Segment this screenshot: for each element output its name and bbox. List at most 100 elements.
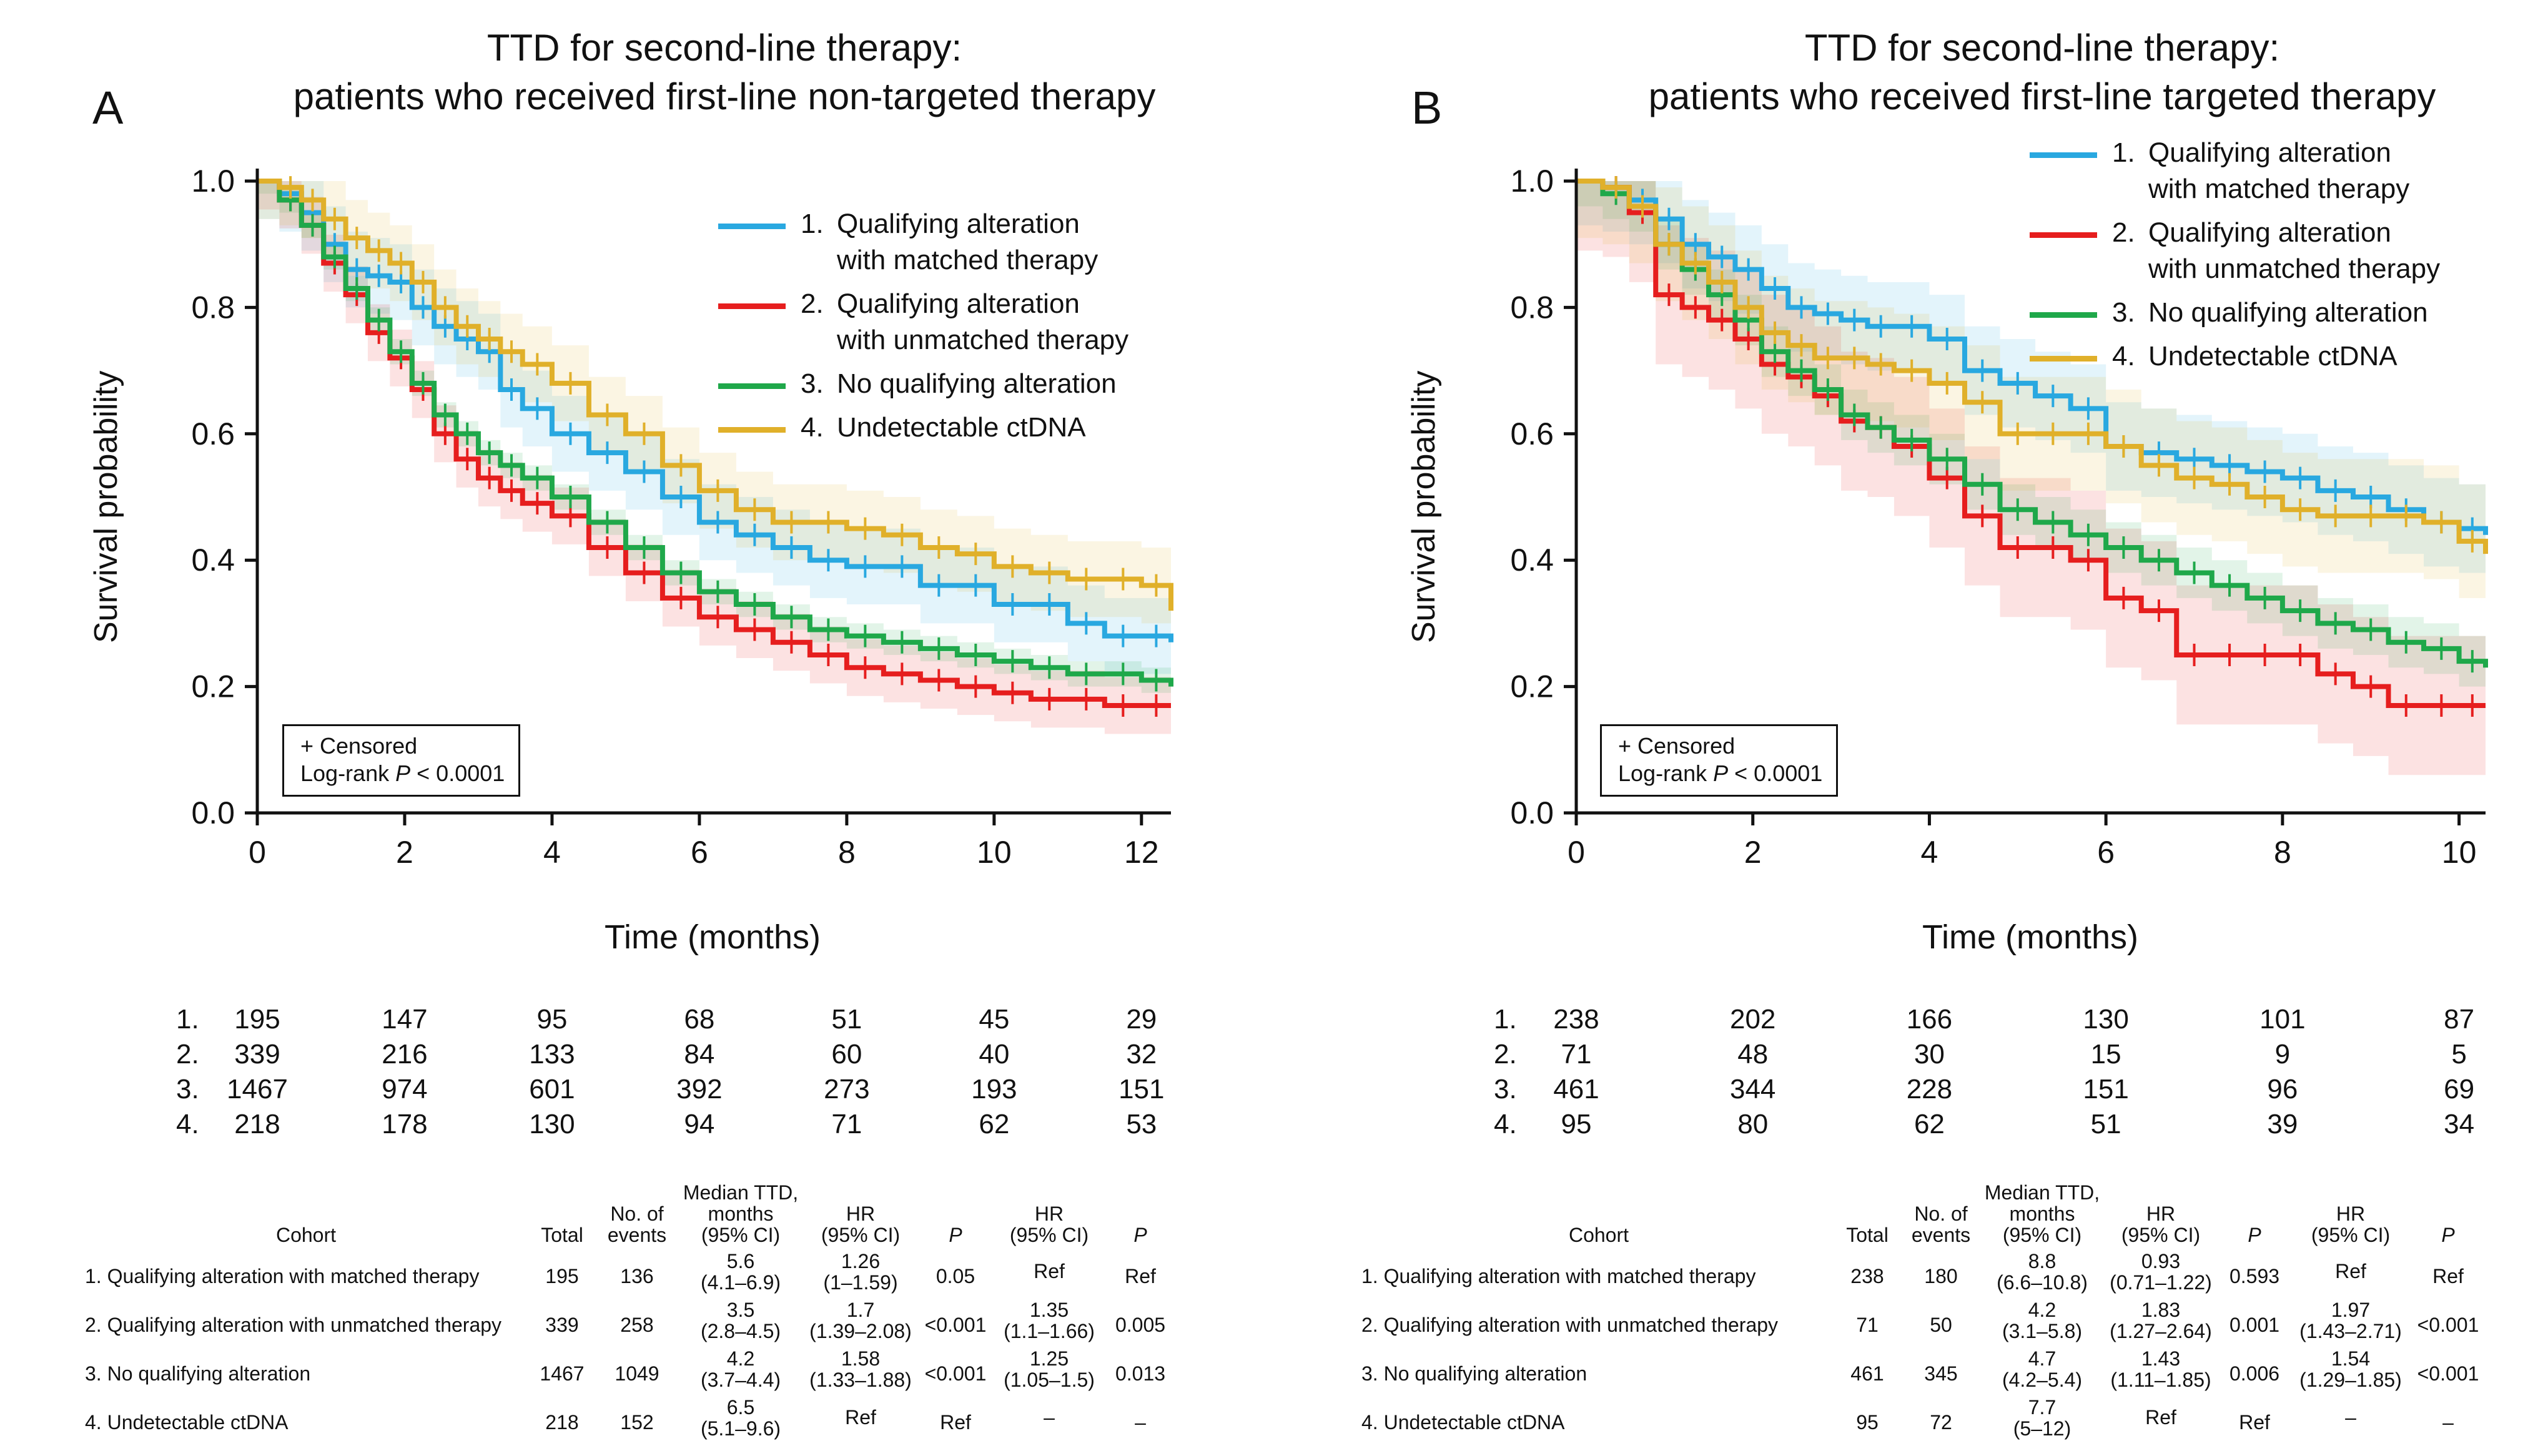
annotation-box: + Censored Log-rank P < 0.0001 [282, 724, 521, 797]
censor-mark [1938, 328, 1956, 350]
censor-mark [503, 479, 521, 502]
censor-mark [1938, 466, 1956, 489]
risk-count: 195 [234, 1004, 280, 1035]
censored-note: + Censored [300, 733, 418, 759]
legend-label: Qualifying alteration [2148, 137, 2391, 168]
title-line-2: patients who received first-line non-tar… [293, 76, 1156, 117]
risk-count: 15 [2090, 1039, 2121, 1070]
legend-item-3: 3. No qualifying alteration [2030, 295, 2440, 331]
risk-count: 178 [382, 1109, 428, 1139]
censor-mark [503, 454, 521, 477]
censor-mark [2362, 486, 2380, 508]
x-tick-label: 8 [2274, 835, 2291, 870]
censor-mark [1077, 662, 1095, 686]
cohort-median-ci: (5–12) [2013, 1417, 2071, 1440]
risk-row-4: 4. 218 178 130 94 71 62 53 [0, 1109, 1272, 1144]
cohort-hr-ci: (1.11–1.85) [2110, 1369, 2211, 1391]
censor-mark [1114, 568, 1132, 591]
header-median: (95% CI) [2002, 1224, 2082, 1246]
censor-mark [2326, 612, 2344, 635]
risk-count: 101 [2259, 1004, 2306, 1035]
cohort-events: 180 [1924, 1265, 1958, 1287]
cohort-events: 152 [620, 1411, 654, 1434]
risk-row-1: 1. 238 202 166 130 101 87 [1318, 1004, 2543, 1039]
legend-label: Qualifying alteration [837, 288, 1080, 319]
risk-count: 166 [1906, 1004, 1953, 1035]
x-tick-label: 10 [2442, 835, 2477, 870]
censor-mark [783, 606, 801, 629]
cohort-hr: 0.93 [2141, 1250, 2181, 1272]
logrank-note: Log-rank P < 0.0001 [300, 760, 505, 787]
censor-mark [561, 486, 580, 508]
cohort-median: 8.8 [2028, 1250, 2057, 1272]
cohort-name: 1. Qualifying alteration with matched th… [1361, 1265, 1756, 1287]
panel-letter: B [1411, 82, 1443, 134]
censor-mark [819, 618, 837, 641]
censor-mark [893, 555, 911, 578]
censor-mark [2079, 523, 2097, 546]
censor-mark [436, 403, 454, 426]
censor-mark [392, 252, 410, 275]
censor-mark [746, 498, 764, 521]
censor-mark [2362, 504, 2380, 528]
censor-mark [2221, 644, 2239, 666]
censor-mark [2256, 644, 2274, 666]
risk-count: 60 [831, 1039, 862, 1070]
cohort-median-ci: (4.1–6.9) [700, 1271, 781, 1294]
cohort-row: 2. Qualifying alteration with unmatched … [0, 1300, 1272, 1354]
censor-mark [819, 644, 837, 666]
censor-mark [2221, 454, 2239, 477]
censor-mark [370, 264, 388, 287]
header-cohort: Cohort [1568, 1224, 1629, 1246]
risk-count: 601 [529, 1074, 575, 1104]
risk-count: 133 [529, 1039, 575, 1070]
cohort-name: 3. No qualifying alteration [1361, 1362, 1588, 1385]
risk-count: 9 [2274, 1039, 2291, 1070]
censor-mark [2463, 650, 2481, 673]
censor-mark [561, 371, 580, 395]
censor-mark [1713, 245, 1731, 268]
legend-number: 3. [2112, 297, 2135, 328]
cohort-hr: 1.58 [841, 1347, 881, 1370]
censor-mark [819, 549, 837, 572]
censor-mark [967, 675, 985, 698]
censor-mark [370, 239, 388, 262]
risk-count: 53 [1126, 1109, 1157, 1139]
censor-mark [598, 536, 616, 559]
cohort-p2: Ref [2432, 1265, 2464, 1287]
censor-marks-4 [282, 176, 1165, 597]
cohort-median: 4.2 [726, 1347, 755, 1370]
logrank-note: Log-rank P < 0.0001 [1618, 760, 1822, 787]
censor-mark [2044, 511, 2062, 534]
censor-mark [1819, 378, 1837, 401]
cohort-hr2: 1.54 [2331, 1347, 2371, 1370]
cohort-total: 339 [545, 1314, 579, 1336]
cohort-name: 3. No qualifying alteration [85, 1362, 311, 1385]
cohort-p: 0.001 [2229, 1314, 2280, 1336]
risk-count: 5 [2451, 1039, 2467, 1070]
cohort-hr2-ci: (1.1–1.66) [1004, 1320, 1095, 1342]
censor-mark [1845, 308, 1864, 332]
header-p: P [2248, 1224, 2261, 1246]
cohort-hr-ci: (1–1.59) [823, 1271, 898, 1294]
censor-mark [2397, 631, 2415, 654]
y-tick-label: 0.6 [191, 416, 235, 451]
legend-item-3: 3. No qualifying alteration [718, 366, 1128, 402]
risk-row-1: 1. 195 147 95 68 51 45 29 [0, 1004, 1272, 1039]
censor-mark [1040, 656, 1059, 679]
cohort-p: Ref [2239, 1411, 2270, 1434]
censor-mark [1938, 371, 1956, 395]
cohort-median-ci: (2.8–4.5) [700, 1320, 781, 1342]
cohort-p: <0.001 [924, 1314, 987, 1336]
censor-mark [1872, 416, 1890, 439]
header-events: events [1911, 1224, 1971, 1246]
censor-mark [2256, 486, 2274, 508]
censor-mark [856, 517, 874, 540]
x-tick-label: 6 [691, 835, 708, 870]
censor-mark [2397, 504, 2415, 528]
censor-mark [1973, 504, 1992, 528]
censor-mark [930, 536, 948, 559]
censor-mark [2291, 644, 2309, 666]
censor-mark [1040, 561, 1059, 584]
censor-mark [1660, 233, 1678, 256]
